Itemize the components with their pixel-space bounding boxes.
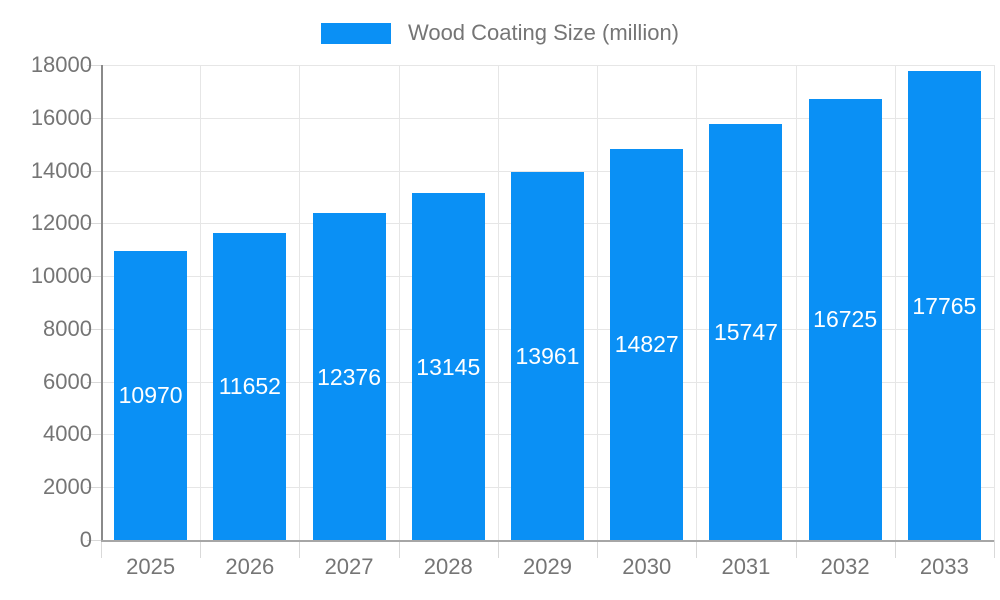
x-tick-label: 2032 [820,554,870,579]
bar [907,71,981,540]
x-axis-tick [497,540,499,558]
y-tick-label: 4000 [43,421,92,447]
y-tick-label: 14000 [30,157,92,183]
bar-value-label: 10970 [118,382,183,409]
bar-value-label: 13145 [416,353,481,380]
bar-value-label: 14827 [614,331,679,358]
x-axis-tick [795,540,797,558]
y-axis-tick [87,117,101,119]
bar-value-label: 13961 [515,342,580,369]
bar-value-label: 12376 [317,363,382,390]
h-gridline [101,65,994,66]
legend-label: Wood Coating Size (million) [407,20,680,45]
v-gridline [994,65,995,540]
h-gridline [101,170,994,172]
bar [213,232,287,540]
bar [709,124,783,540]
y-axis-tick [87,381,101,383]
bar [312,213,386,540]
y-axis-tick [87,487,101,489]
bar [411,193,485,540]
y-axis-tick [87,328,101,330]
v-gridline [497,65,499,540]
x-axis-tick [398,540,400,558]
x-tick-label: 2031 [721,554,771,579]
y-tick-label: 12000 [30,210,92,236]
v-gridline [597,65,599,540]
y-tick-label: 16000 [30,104,92,130]
v-gridline [299,65,301,540]
x-axis-line [101,540,994,542]
y-tick-label: 0 [79,527,92,552]
y-axis-tick [87,223,101,225]
x-tick-label: 2026 [225,554,275,579]
x-axis-tick [597,540,599,558]
h-gridline [101,117,994,119]
bar [808,98,882,540]
y-axis-tick [87,65,101,66]
x-tick-label: 2025 [126,554,176,579]
bar-value-label: 16725 [813,306,878,333]
y-axis-tick [87,434,101,436]
y-tick-label: 18000 [30,52,92,77]
y-tick-label: 8000 [43,315,92,341]
y-tick-label: 6000 [43,368,92,394]
y-tick-label: 10000 [30,263,92,289]
y-axis-tick [87,170,101,172]
x-axis-tick [299,540,301,558]
x-tick-label: 2028 [423,554,473,579]
v-gridline [795,65,797,540]
x-tick-label: 2033 [919,554,969,579]
y-axis-tick [87,276,101,278]
plot-area: 10970 11652 12376 13145 13961 14827 15747 16725… [87,65,995,558]
x-axis-tick [894,540,896,558]
v-gridline [398,65,400,540]
v-gridline [696,65,698,540]
bar [511,171,584,540]
x-axis-tick [994,540,995,558]
y-axis-line [101,65,103,540]
bar-value-label: 15747 [713,319,778,346]
x-axis-tick [696,540,698,558]
y-axis-tick [87,540,101,541]
chart-legend: Wood Coating Size (million) [0,20,1000,46]
v-gridline [200,65,202,540]
bar-value-label: 17765 [912,292,977,319]
legend-swatch [320,22,391,44]
bar [114,250,188,540]
x-axis-tick [200,540,202,558]
x-tick-label: 2030 [622,554,672,579]
y-tick-label: 2000 [43,474,92,500]
v-gridline [894,65,896,540]
bar-value-label: 11652 [218,373,281,400]
x-axis-tick [101,540,102,558]
x-tick-label: 2027 [324,554,374,579]
x-tick-label: 2029 [523,554,572,579]
bar [610,148,684,540]
